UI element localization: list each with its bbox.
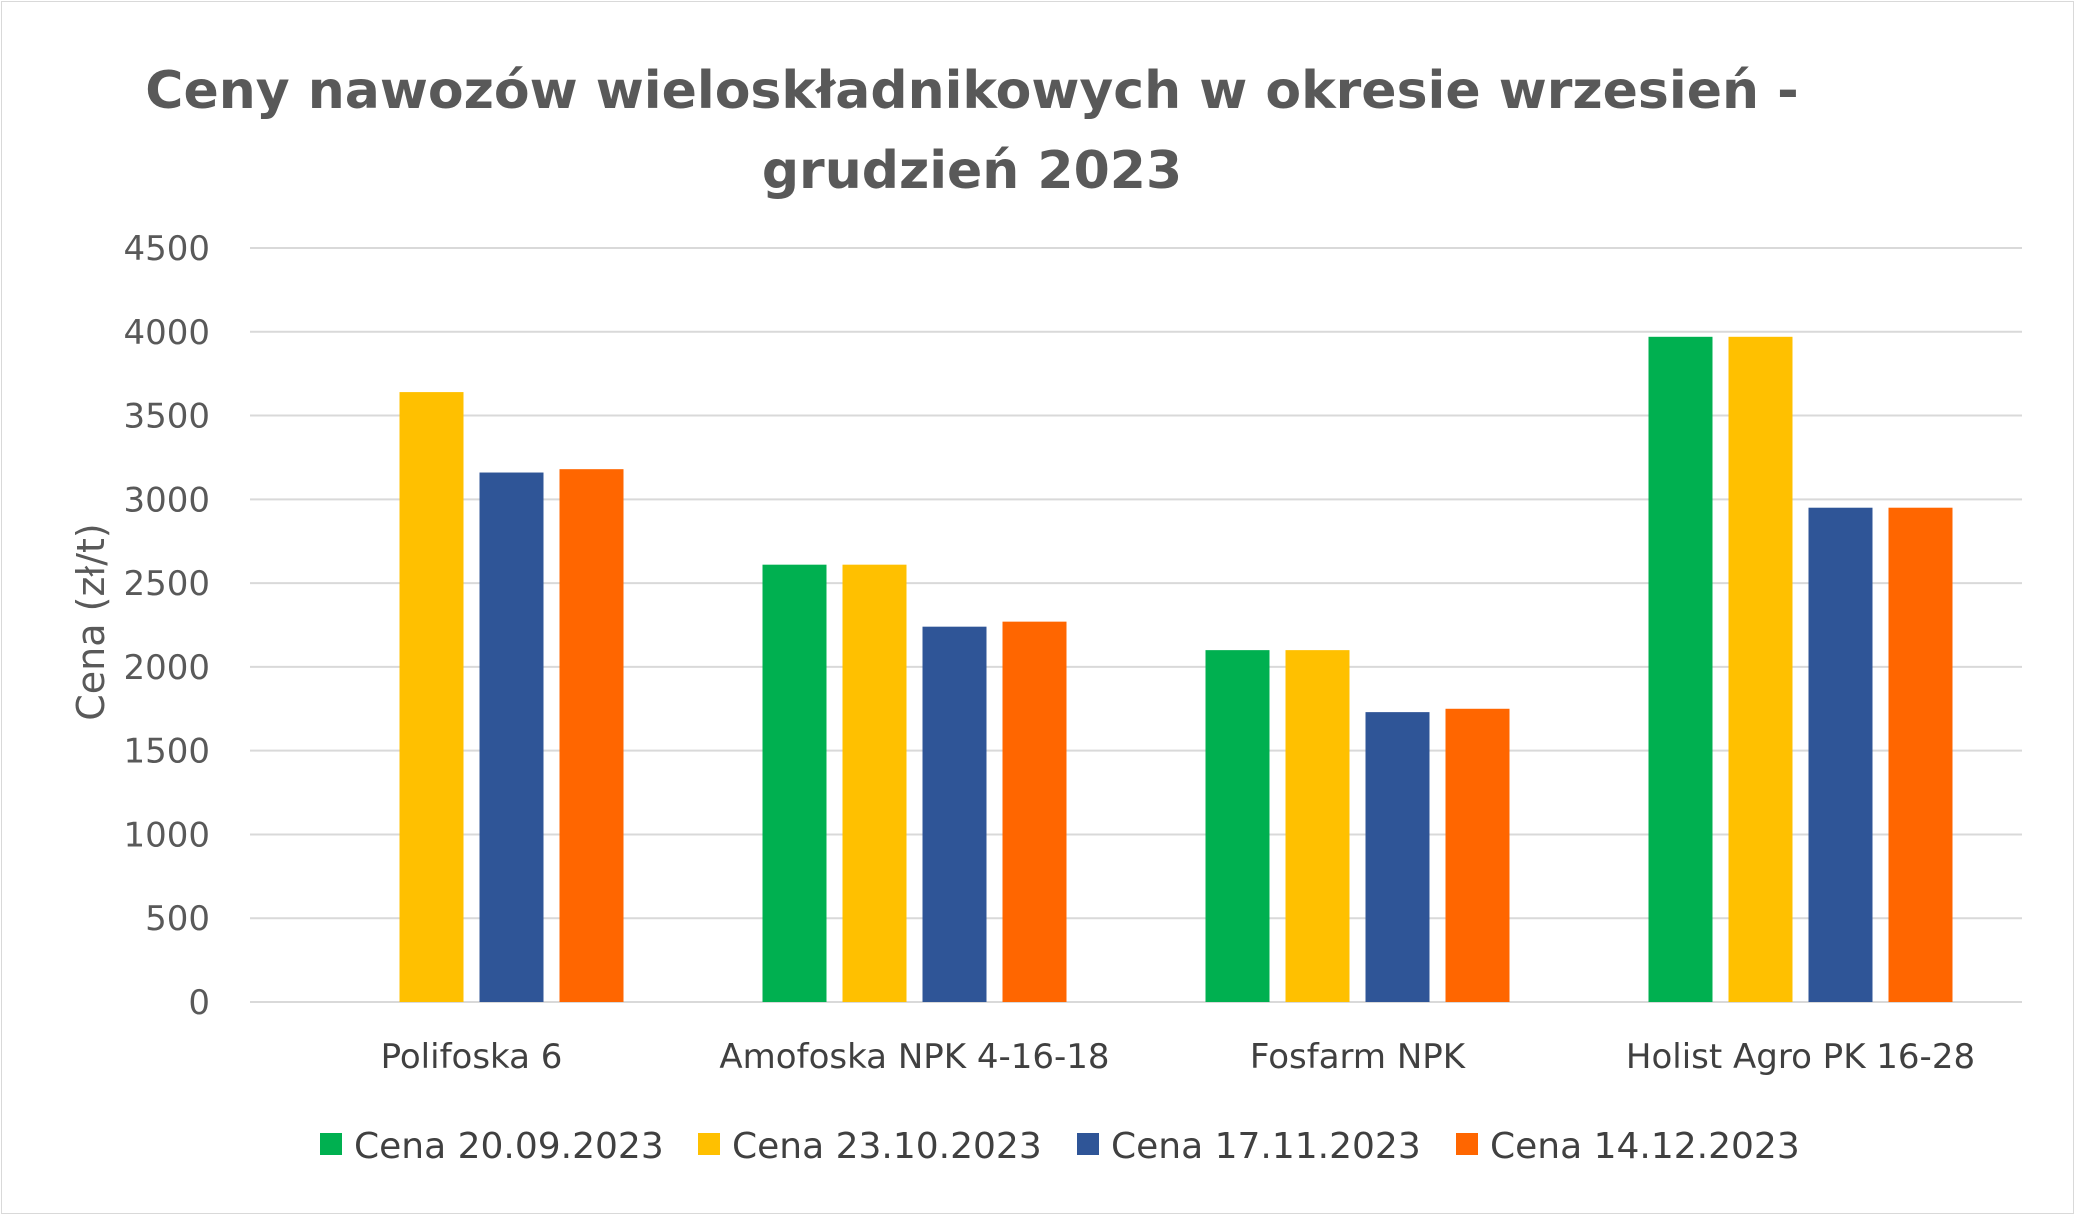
y-tick-label: 0	[188, 983, 210, 1023]
y-tick-label: 1500	[123, 732, 210, 772]
bar	[399, 392, 464, 1002]
bar	[1205, 650, 1270, 1002]
y-tick-label: 2000	[123, 648, 210, 688]
y-tick-label: 4000	[123, 313, 210, 353]
legend: Cena 20.09.2023 Cena 23.10.2023 Cena 17.11…	[320, 1126, 1800, 1167]
y-tick-label: 500	[145, 899, 210, 939]
legend-label: Cena 23.10.2023	[732, 1126, 1042, 1167]
bar	[1445, 708, 1510, 1002]
chart-title-line1: Ceny nawozów wieloskładnikowych w okresi…	[145, 61, 1798, 121]
x-tick-label: Fosfarm NPK	[1250, 1037, 1467, 1077]
legend-swatch	[320, 1133, 342, 1155]
bar	[1728, 336, 1793, 1002]
bar	[1365, 712, 1430, 1002]
x-tick-label: Amofoska NPK 4-16-18	[719, 1037, 1109, 1077]
gridlines	[250, 247, 2022, 1003]
bar	[1648, 336, 1713, 1002]
bar	[559, 469, 624, 1002]
y-tick-label: 4500	[123, 229, 210, 269]
y-axis-label: Cena (zł/t)	[69, 523, 113, 720]
chart-title-line2: grudzień 2023	[762, 141, 1182, 201]
bar	[762, 564, 827, 1002]
bar	[922, 626, 987, 1002]
y-tick-label: 3500	[123, 397, 210, 437]
legend-label: Cena 20.09.2023	[354, 1126, 664, 1167]
y-tick-labels: 0 500 1000 1500 2000 2500 3000 3500 4000 4500	[123, 229, 210, 1023]
bar	[842, 564, 907, 1002]
bars	[399, 336, 1953, 1003]
bar	[1002, 621, 1067, 1002]
legend-label: Cena 14.12.2023	[1490, 1126, 1800, 1167]
legend-swatch	[698, 1133, 720, 1155]
x-tick-label: Polifoska 6	[381, 1037, 563, 1077]
bar	[479, 472, 544, 1003]
legend-label: Cena 17.11.2023	[1111, 1126, 1421, 1167]
x-tick-labels: Polifoska 6 Amofoska NPK 4-16-18 Fosfarm N…	[381, 1037, 1976, 1077]
y-tick-label: 2500	[123, 564, 210, 604]
bar	[1888, 507, 1953, 1002]
y-tick-label: 3000	[123, 480, 210, 520]
bar	[1285, 650, 1350, 1002]
legend-swatch	[1077, 1133, 1099, 1155]
bar	[1808, 507, 1873, 1002]
x-tick-label: Holist Agro PK 16-28	[1626, 1037, 1975, 1077]
legend-swatch	[1456, 1133, 1478, 1155]
y-tick-label: 1000	[123, 815, 210, 855]
